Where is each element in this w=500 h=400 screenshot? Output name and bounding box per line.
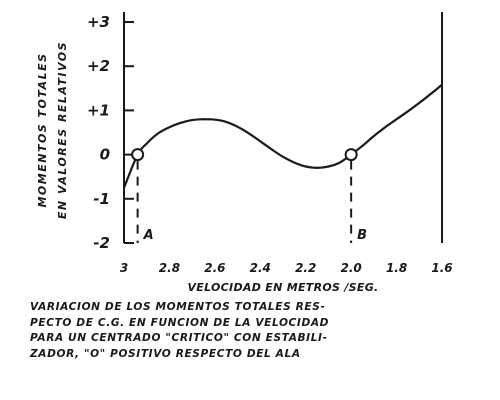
x-axis-label: VELOCIDAD EN METROS /SEG. (187, 281, 378, 294)
x-tick-label: 2.4 (250, 261, 271, 275)
point-b-label: B (357, 228, 367, 243)
caption-line: VARIACION DE LOS MOMENTOS TOTALES RES- (30, 300, 490, 316)
caption-line: ZADOR, "O" POSITIVO RESPECTO DEL ALA (30, 347, 490, 363)
x-tick-labels: 3 2.8 2.6 2.4 2.2 2.0 1.8 1.6 (120, 261, 453, 275)
x-tick-label: 2.2 (295, 261, 316, 275)
point-b-marker (346, 149, 357, 160)
caption-line: PECTO DE C.G. EN FUNCION DE LA VELOCIDAD (30, 316, 490, 332)
y-tick-label: -2 (93, 234, 110, 252)
x-tick-label: 1.6 (431, 261, 452, 275)
point-a-marker (132, 149, 143, 160)
x-tick-label: 1.8 (386, 261, 407, 275)
figure-caption: VARIACION DE LOS MOMENTOS TOTALES RES- P… (30, 300, 490, 362)
y-tick-label: +2 (87, 57, 110, 75)
x-tick-label: 2.8 (159, 261, 180, 275)
y-tick-label: -1 (93, 190, 110, 208)
y-tick-label: +3 (87, 13, 110, 31)
y-tick-label: +1 (87, 101, 110, 119)
x-tick-label: 3 (120, 261, 128, 275)
y-axis-label-line-2: EN VALORES RELATIVOS (56, 41, 69, 219)
caption-line: PARA UN CENTRADO "CRITICO" CON ESTABILI- (30, 331, 490, 347)
y-tick-labels: +3 +2 +1 0 -1 -2 (87, 13, 134, 252)
x-tick-label: 2.0 (341, 261, 362, 275)
x-tick-label: 2.6 (204, 261, 225, 275)
y-tick-label: 0 (100, 146, 110, 164)
chart-axes (124, 12, 442, 243)
data-series-line (124, 85, 442, 188)
point-a-label: A (143, 228, 154, 243)
y-axis-label-line-1: MOMENTOS TOTALES (36, 52, 49, 207)
